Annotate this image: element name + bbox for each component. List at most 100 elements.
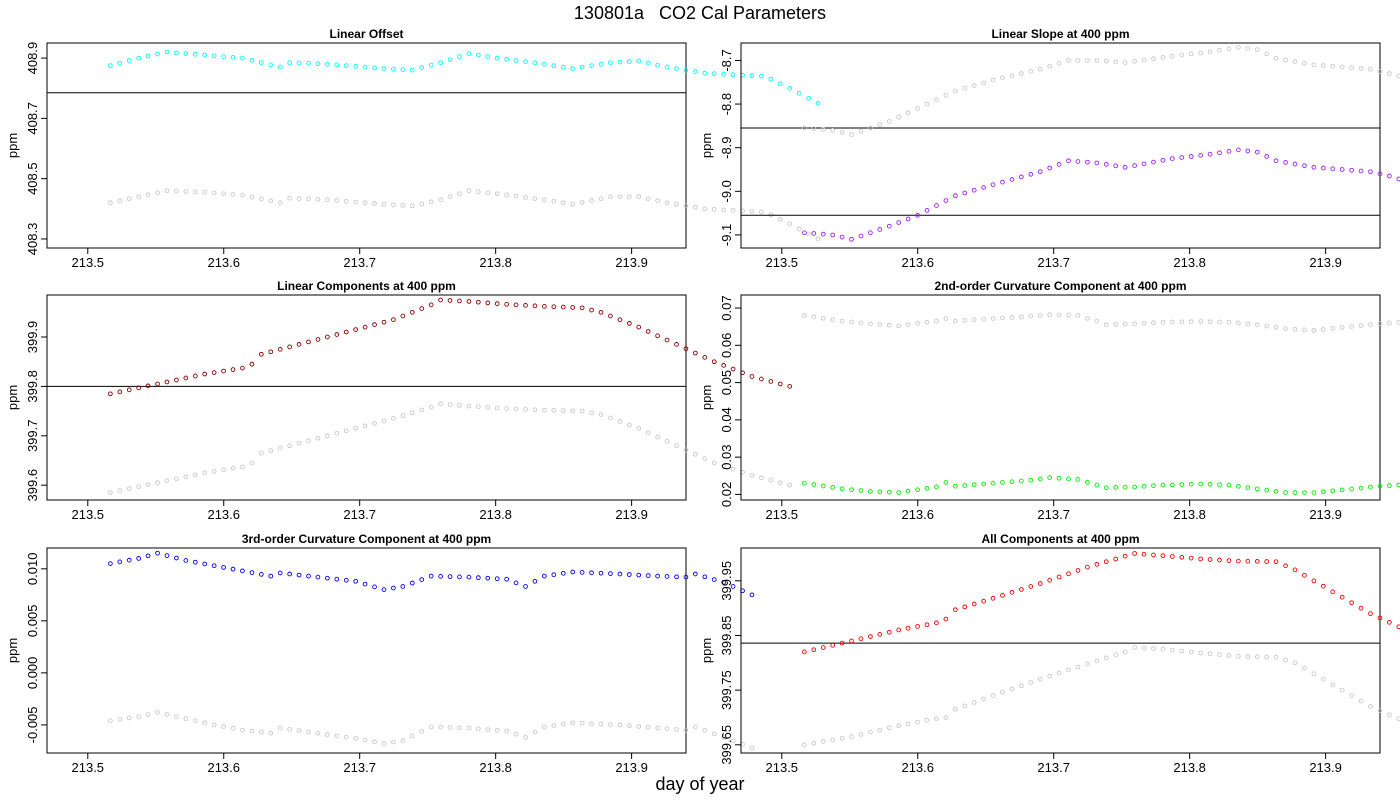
data-point (1302, 163, 1307, 169)
data-point (1019, 71, 1024, 76)
data-point (868, 125, 873, 131)
data-point (1368, 484, 1373, 490)
data-point (542, 304, 547, 309)
data-point (428, 404, 434, 410)
data-point (277, 570, 283, 576)
data-point (645, 60, 651, 66)
data-point (306, 438, 311, 444)
data-point (1387, 712, 1392, 718)
data-point (1264, 559, 1270, 564)
data-point (877, 489, 883, 495)
data-point (664, 574, 670, 579)
data-point (1141, 320, 1147, 326)
data-point (1207, 651, 1213, 657)
data-point (1226, 319, 1232, 325)
data-point (1387, 320, 1392, 326)
data-point (136, 194, 142, 200)
data-point (419, 65, 425, 70)
data-point (560, 408, 566, 413)
data-point (485, 54, 491, 59)
data-point (608, 194, 613, 200)
data-point (438, 197, 443, 203)
data-series (802, 312, 1400, 333)
data-point (886, 322, 892, 328)
data-point (513, 193, 519, 199)
plot-frame (46, 547, 687, 754)
data-point (183, 375, 189, 381)
data-point (155, 51, 160, 57)
data-point (325, 334, 330, 340)
data-point (915, 624, 920, 629)
data-point (608, 415, 613, 421)
data-point (1056, 670, 1062, 676)
data-point (372, 584, 377, 590)
plot-frame (46, 42, 687, 249)
data-point (787, 482, 793, 488)
data-point (1160, 646, 1166, 652)
data-point (504, 728, 509, 734)
panel-title: Linear Offset (329, 27, 403, 41)
data-point (1141, 57, 1147, 63)
data-point (466, 188, 472, 194)
data-point (1066, 571, 1071, 577)
data-series (108, 401, 793, 495)
y-axis-label: ppm (5, 133, 20, 158)
data-point (1000, 592, 1005, 598)
data-point (1330, 682, 1336, 688)
x-tick-label: 213.8 (479, 507, 512, 522)
data-point (164, 478, 170, 484)
data-point (924, 208, 930, 213)
data-point (943, 92, 949, 98)
data-point (849, 132, 854, 137)
data-point (1075, 664, 1081, 670)
data-point (174, 50, 179, 56)
data-point (674, 201, 679, 207)
data-point (1037, 476, 1043, 482)
data-point (343, 329, 349, 335)
data-point (306, 60, 311, 66)
data-point (240, 464, 245, 470)
data-point (296, 342, 302, 347)
plot-frame (46, 294, 687, 501)
data-point (1339, 594, 1345, 600)
data-point (886, 223, 892, 229)
data-point (820, 127, 826, 132)
data-point (475, 189, 481, 195)
data-point (523, 195, 528, 200)
data-point (849, 638, 854, 644)
data-point (277, 445, 283, 451)
data-point (1236, 653, 1241, 659)
data-point (334, 430, 340, 436)
y-axis-label: ppm (5, 385, 20, 410)
data-point (457, 191, 462, 197)
data-point (598, 309, 604, 315)
data-point (877, 227, 883, 232)
data-point (258, 351, 264, 357)
data-point (1179, 52, 1185, 58)
data-point (400, 738, 406, 743)
data-point (136, 55, 142, 61)
data-point (542, 407, 547, 413)
data-point (1254, 654, 1260, 660)
data-point (1094, 482, 1100, 488)
x-tick-label: 213.7 (343, 507, 376, 522)
x-tick-label: 213.9 (1309, 255, 1342, 270)
data-point (1169, 647, 1175, 653)
data-point (1198, 152, 1203, 158)
data-point (1132, 645, 1137, 650)
data-point (730, 366, 736, 372)
data-point (683, 574, 689, 580)
data-point (1151, 320, 1156, 326)
data-point (570, 720, 576, 726)
data-point (655, 573, 660, 579)
data-point (1311, 578, 1317, 584)
panel-all-components: All Components at 400 ppm ppm 213.5 213.6 21… (699, 532, 1400, 775)
data-point (1151, 552, 1156, 558)
data-point (570, 201, 576, 207)
data-point (617, 419, 623, 424)
data-point (277, 64, 283, 70)
data-point (730, 584, 736, 589)
data-point (702, 70, 708, 76)
data-point (1396, 176, 1400, 182)
data-point (768, 379, 774, 384)
